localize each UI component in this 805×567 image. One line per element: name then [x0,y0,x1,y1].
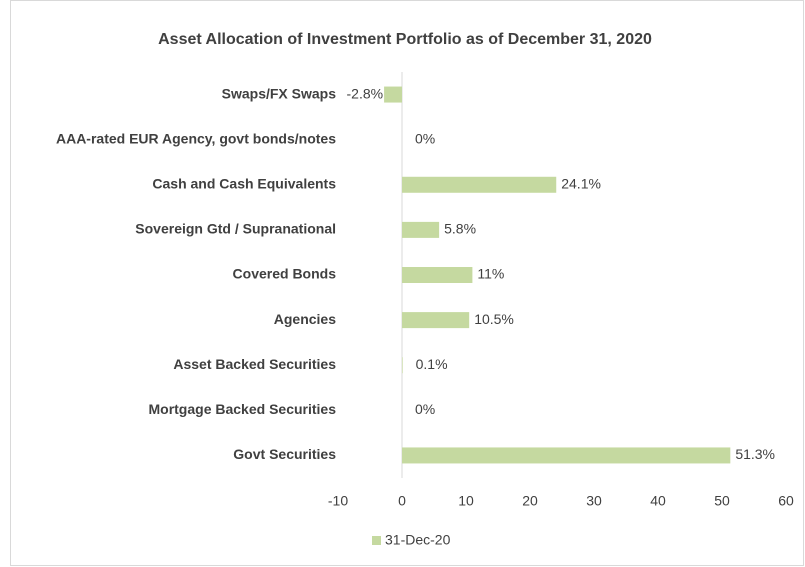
category-label: AAA-rated EUR Agency, govt bonds/notes [56,130,336,146]
bar [402,267,473,283]
category-label: Sovereign Gtd / Supranational [135,221,336,237]
legend-label: 31-Dec-20 [385,532,451,548]
x-tick-label: 0 [398,493,406,509]
value-label: 0% [415,130,435,146]
x-tick-label: 30 [586,493,602,509]
x-tick-label: 60 [778,493,794,509]
bar [402,357,403,374]
x-tick-label: 40 [650,493,666,509]
legend-swatch [372,536,381,545]
bar [402,447,731,464]
value-label: 10.5% [474,311,514,327]
value-label: 5.8% [444,221,476,237]
value-label: 24.1% [561,175,601,191]
category-label: Cash and Cash Equivalents [152,175,336,191]
bar [384,86,402,103]
category-label: Mortgage Backed Securities [148,401,336,417]
value-label: 51.3% [735,446,775,462]
value-label: 0% [415,401,435,417]
x-tick-label: 50 [714,493,730,509]
value-label: 0.1% [416,356,448,372]
value-label: -2.8% [347,85,384,101]
value-label: 11% [477,266,504,282]
bar [402,312,470,329]
category-label: Covered Bonds [233,266,337,282]
x-tick-label: -10 [328,493,348,509]
chart-title: Asset Allocation of Investment Portfolio… [158,31,652,48]
category-label: Agencies [274,311,336,327]
x-tick-label: 10 [458,493,474,509]
category-label: Govt Securities [233,446,336,462]
x-tick-label: 20 [522,493,538,509]
bar [402,221,440,238]
category-label: Swaps/FX Swaps [222,85,337,101]
category-label: Asset Backed Securities [173,356,336,372]
bar [402,176,557,193]
